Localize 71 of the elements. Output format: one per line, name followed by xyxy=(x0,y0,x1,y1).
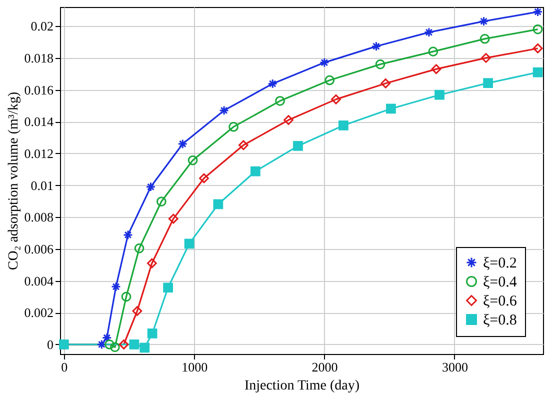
y-tick-label: 0.008 xyxy=(24,210,54,225)
point xyxy=(146,182,156,192)
y-axis-title: CO₂ adsorption volume (m³/kg) xyxy=(6,92,22,270)
point xyxy=(188,155,198,166)
y-tick-label: 0.014 xyxy=(24,114,54,130)
point xyxy=(480,34,490,44)
point xyxy=(481,53,491,63)
point xyxy=(338,120,348,130)
point xyxy=(483,78,493,88)
point xyxy=(110,342,120,352)
point xyxy=(293,141,303,151)
point xyxy=(219,106,229,116)
point xyxy=(331,94,341,104)
point xyxy=(324,75,335,86)
point xyxy=(156,196,166,206)
point xyxy=(168,214,178,224)
point xyxy=(102,332,112,343)
point xyxy=(371,41,382,52)
legend-label: ξ=0.8 xyxy=(483,312,517,328)
point xyxy=(431,64,442,74)
point xyxy=(134,243,144,254)
point xyxy=(250,166,260,176)
point xyxy=(386,104,396,114)
point xyxy=(532,24,543,34)
legend-label: ξ=0.4 xyxy=(483,274,518,290)
point xyxy=(178,138,188,149)
point xyxy=(532,67,543,78)
point xyxy=(123,230,133,240)
y-tick-label: 0.018 xyxy=(24,50,54,66)
point xyxy=(140,342,150,353)
y-tick-label: 0.02 xyxy=(30,18,54,34)
point xyxy=(146,258,157,268)
point xyxy=(163,282,173,293)
point xyxy=(532,6,543,17)
point xyxy=(147,328,158,338)
point xyxy=(319,58,330,68)
y-tick-label: 0.012 xyxy=(24,146,54,161)
point xyxy=(532,43,543,54)
point xyxy=(380,78,391,88)
legend-label: ξ=0.2 xyxy=(483,256,517,272)
point xyxy=(424,27,434,38)
y-tick-label: 0.016 xyxy=(24,82,54,98)
legend-label: ξ=0.6 xyxy=(483,294,518,310)
x-tick-label: 3000 xyxy=(442,360,468,374)
point xyxy=(104,340,114,350)
y-tick-label: 0.004 xyxy=(24,273,54,288)
point xyxy=(428,46,438,56)
y-tick-label: 0.01 xyxy=(30,178,54,193)
x-tick-label: 1000 xyxy=(182,360,208,374)
point xyxy=(111,282,121,292)
y-tick-label: 0 xyxy=(47,336,54,352)
x-tick-label: 0 xyxy=(61,360,68,374)
point xyxy=(132,306,142,316)
y-tick-label: 0.002 xyxy=(24,305,54,320)
point xyxy=(118,340,129,350)
point xyxy=(184,238,194,249)
point xyxy=(199,173,209,184)
y-tick-label: 0.006 xyxy=(24,241,54,256)
point xyxy=(284,115,294,125)
point xyxy=(478,16,489,26)
point xyxy=(268,78,278,89)
point xyxy=(129,340,140,350)
point xyxy=(228,122,238,132)
point xyxy=(434,90,444,100)
point xyxy=(121,292,132,302)
x-axis-title: Injection Time (day) xyxy=(244,378,360,394)
point xyxy=(375,59,386,70)
point xyxy=(275,96,285,106)
x-tick-label: 2000 xyxy=(312,360,338,374)
point xyxy=(213,199,224,210)
point xyxy=(238,140,248,150)
